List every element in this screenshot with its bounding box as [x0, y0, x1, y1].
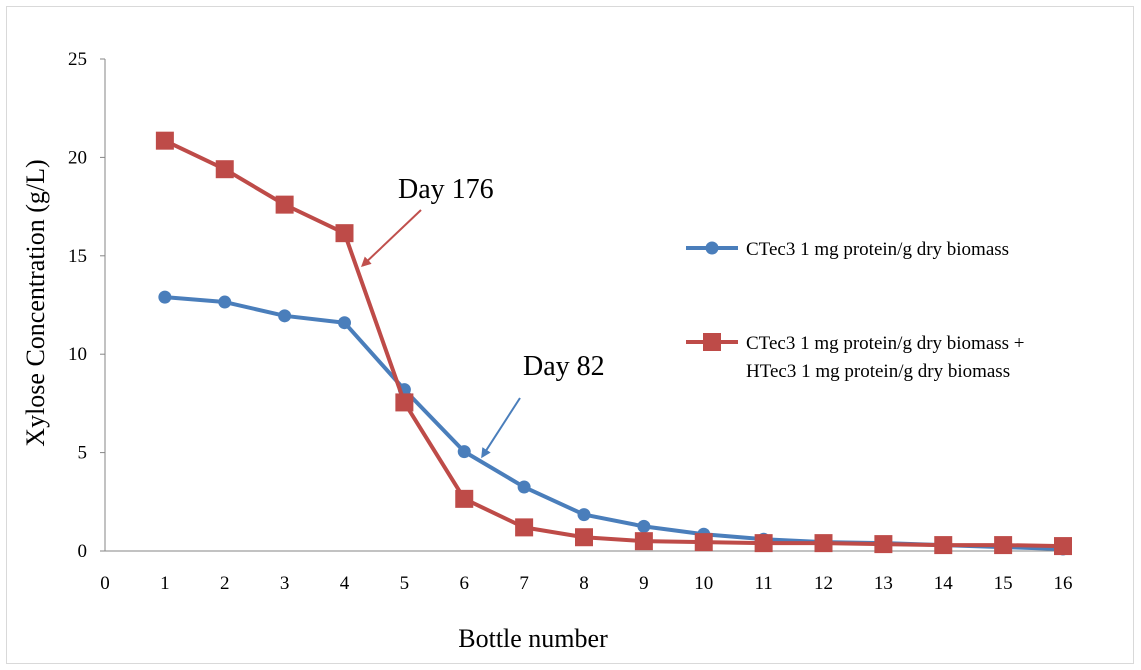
series-line-2	[164, 138, 1064, 549]
series-1-point	[577, 508, 591, 522]
series-1-point	[457, 445, 471, 459]
series-2-point	[634, 532, 653, 551]
x-tick-label: 10	[694, 573, 713, 594]
series-1-point	[517, 480, 531, 494]
series-1-point	[338, 316, 351, 330]
series-2-point	[754, 534, 773, 553]
series-2-point	[994, 536, 1013, 555]
legend-marker-series-2	[703, 333, 721, 351]
x-tick-label: 13	[874, 573, 893, 594]
x-tick-label: 3	[280, 573, 290, 594]
y-tick-label: 15	[68, 246, 87, 267]
y-tick-label: 0	[78, 541, 88, 562]
series-2-point	[874, 535, 893, 554]
series-2-point	[335, 224, 354, 243]
x-tick-label: 15	[994, 573, 1013, 594]
x-tick-label: 14	[934, 573, 954, 594]
series-2-point	[395, 393, 414, 412]
x-tick-label: 4	[340, 573, 350, 594]
y-tick-label: 10	[68, 344, 87, 365]
legend-label-series-2-line-2: HTec3 1 mg protein/g dry biomass	[746, 361, 1010, 382]
annotation-arrow-day-82	[481, 397, 521, 459]
series-1-point	[218, 295, 232, 309]
series-2-point	[455, 489, 474, 508]
series-2-point	[1054, 537, 1072, 556]
x-tick-label: 5	[400, 573, 410, 594]
series-2-point	[275, 195, 294, 214]
y-axis-title: Xylose Concentration (g/L)	[21, 159, 50, 446]
x-tick-label: 12	[814, 573, 833, 594]
x-tick-label: 6	[460, 573, 470, 594]
y-tick-label: 5	[78, 443, 88, 464]
x-tick-label: 11	[754, 573, 772, 594]
annotation-arrow-day-176	[361, 209, 422, 268]
annotation-day-176: Day 176	[398, 174, 494, 205]
x-tick-label: 0	[100, 573, 110, 594]
legend-label-series-1: CTec3 1 mg protein/g dry biomass	[746, 239, 1009, 260]
x-tick-label: 1	[160, 573, 170, 594]
x-tick-label: 7	[519, 573, 529, 594]
x-axis-title: Bottle number	[458, 624, 608, 653]
series-1-point	[158, 290, 172, 304]
annotation-day-82: Day 82	[523, 351, 605, 382]
series-2-point	[934, 536, 953, 555]
x-tick-label: 8	[579, 573, 589, 594]
legend-label-series-2-line-1: CTec3 1 mg protein/g dry biomass +	[746, 333, 1025, 354]
series-2-point	[515, 518, 534, 537]
x-tick-label: 9	[639, 573, 649, 594]
series-2-point	[814, 534, 833, 553]
series-2-point	[155, 131, 174, 150]
series-2-point	[694, 533, 713, 552]
x-tick-label: 16	[1054, 573, 1073, 594]
series-1-point	[278, 309, 292, 323]
y-tick-label: 20	[68, 147, 87, 168]
series-1-point	[637, 519, 651, 533]
series-2-point	[215, 160, 234, 179]
x-tick-label: 2	[220, 573, 230, 594]
series-2-point	[575, 528, 593, 547]
chart-frame	[6, 6, 1134, 664]
legend-marker-series-1	[705, 241, 719, 255]
y-tick-label: 25	[68, 49, 87, 70]
